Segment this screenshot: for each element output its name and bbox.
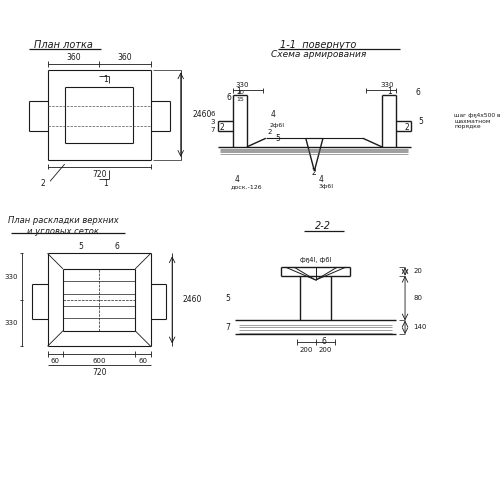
- Text: 720: 720: [92, 170, 106, 179]
- Text: 3: 3: [210, 119, 215, 125]
- Text: 200: 200: [318, 346, 332, 352]
- Text: 6: 6: [210, 111, 215, 117]
- Text: 2: 2: [312, 168, 316, 177]
- Text: 4: 4: [319, 175, 324, 184]
- Text: 330: 330: [4, 274, 18, 280]
- Text: 330: 330: [380, 82, 394, 88]
- Text: 6: 6: [114, 242, 119, 251]
- Text: 330: 330: [235, 82, 248, 88]
- Text: фҕ4I, ф6I: фҕ4I, ф6I: [300, 258, 332, 264]
- Text: 360: 360: [66, 53, 80, 62]
- Text: Схема армирования: Схема армирования: [270, 50, 366, 59]
- Text: 2ф6I: 2ф6I: [269, 123, 284, 128]
- Text: 5: 5: [276, 134, 280, 143]
- Text: 4: 4: [234, 175, 239, 184]
- Text: 2460: 2460: [182, 296, 202, 304]
- Text: 7: 7: [210, 126, 215, 132]
- Text: 360: 360: [118, 53, 132, 62]
- Text: 6: 6: [226, 94, 232, 102]
- Text: План лотка: План лотка: [34, 40, 92, 50]
- Text: План раскладки верхних
и угловых сеток: План раскладки верхних и угловых сеток: [8, 216, 118, 236]
- Text: 200: 200: [300, 346, 313, 352]
- Text: 1: 1: [388, 86, 392, 96]
- Text: 2: 2: [404, 124, 409, 132]
- Text: 2460: 2460: [193, 110, 212, 119]
- Text: 1-1  повернуто: 1-1 повернуто: [280, 40, 356, 50]
- Text: 1: 1: [104, 76, 108, 84]
- Text: 20: 20: [236, 90, 244, 95]
- Text: 20: 20: [414, 268, 422, 274]
- Text: шаг фҕ4х500 в
шахматном
порядке: шаг фҕ4х500 в шахматном порядке: [454, 113, 500, 130]
- Text: 15: 15: [236, 97, 244, 102]
- Text: 2: 2: [220, 124, 224, 132]
- Text: 1: 1: [236, 86, 242, 96]
- Text: 5: 5: [418, 116, 423, 126]
- Text: 5: 5: [226, 294, 230, 304]
- Text: 4: 4: [271, 110, 276, 118]
- Text: 330: 330: [4, 320, 18, 326]
- Text: 60: 60: [50, 358, 59, 364]
- Text: 720: 720: [92, 368, 106, 376]
- Text: 1: 1: [104, 180, 108, 188]
- Text: 80: 80: [414, 295, 422, 301]
- Text: доск.-126: доск.-126: [230, 184, 262, 189]
- Text: 6: 6: [416, 88, 420, 97]
- Text: 3ф6I: 3ф6I: [318, 184, 334, 189]
- Text: 6: 6: [322, 336, 326, 345]
- Text: 2: 2: [41, 180, 46, 188]
- Text: 5: 5: [78, 242, 84, 251]
- Text: 600: 600: [92, 358, 106, 364]
- Text: 2-2: 2-2: [314, 221, 330, 231]
- Text: 60: 60: [138, 358, 147, 364]
- Text: 7: 7: [226, 323, 230, 332]
- Text: 2: 2: [267, 130, 272, 136]
- Text: 140: 140: [414, 324, 427, 330]
